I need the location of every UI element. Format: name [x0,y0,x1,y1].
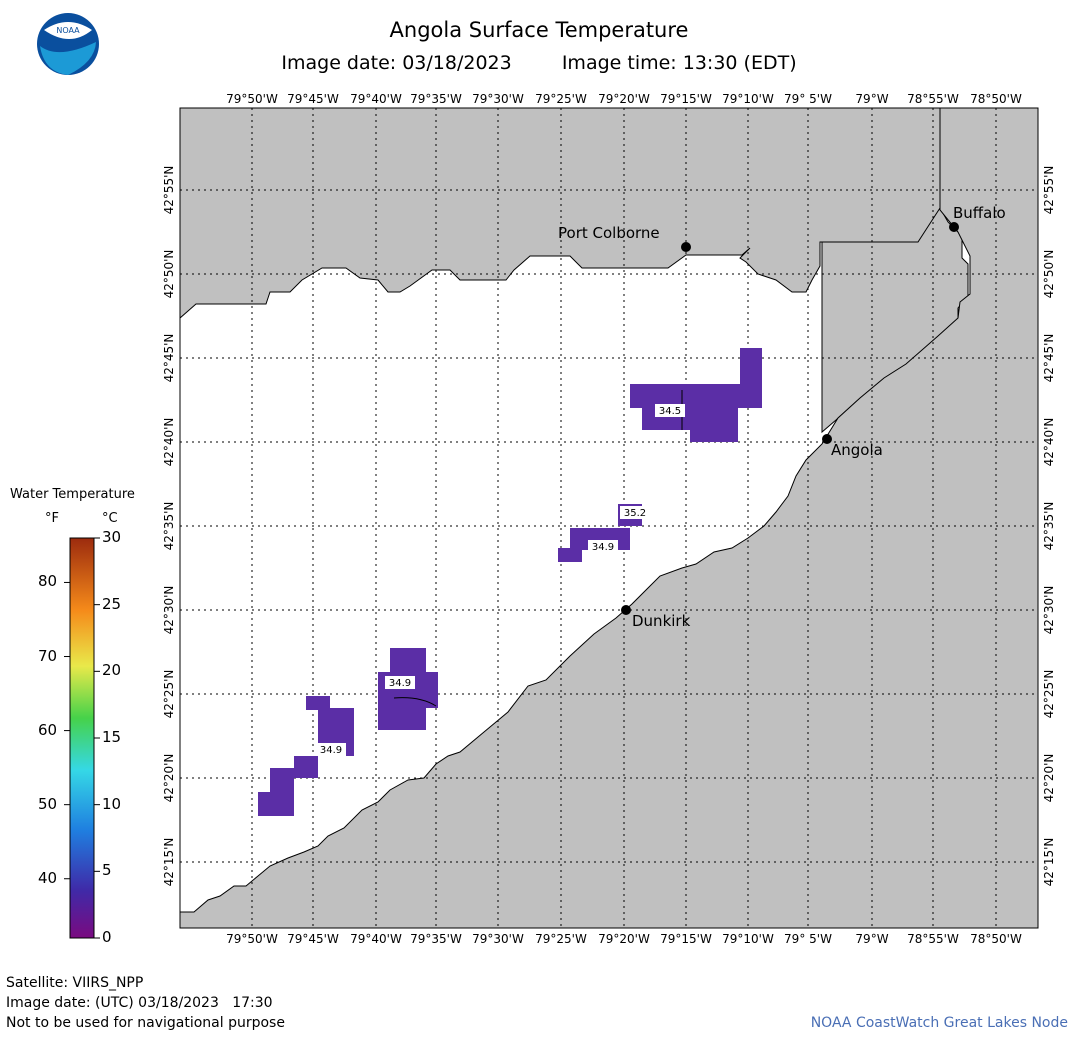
latitude-label: 42°15'N [1042,838,1056,887]
image-time: Image time: 13:30 (EDT) [561,52,797,74]
longitude-label: 79°15'W [660,92,712,106]
longitude-label: 79°30'W [472,92,524,106]
noaa-logo-text: NOAA [56,26,80,35]
celsius-tick-label: 10 [102,794,122,813]
temp-label: 34.9 [320,745,342,756]
longitude-label: 79°W [855,932,888,946]
longitude-label: 79° 5'W [784,932,832,946]
fahrenheit-tick-label: 70 [38,646,58,665]
longitude-label: 79°50'W [226,92,278,106]
longitude-label: 78°55'W [907,92,959,106]
longitude-label: 79°15'W [660,932,712,946]
longitude-label: 79°45'W [287,92,339,106]
latitude-label: 42°35'N [162,502,176,551]
place-label: Dunkirk [632,612,691,630]
buffalo-marker-icon [949,222,959,232]
latitude-label: 42°20'N [1042,754,1056,803]
latitude-label: 42°55'N [162,166,176,215]
longitude-label: 79°35'W [410,932,462,946]
longitude-label: 79°10'W [722,92,774,106]
southern-shore-land [179,107,1039,929]
celsius-tick-label: 20 [102,661,122,680]
latitude-label: 42°40'N [162,418,176,467]
temp-label: 34.5 [659,406,681,417]
longitude-label: 79°40'W [350,932,402,946]
longitude-label: 79° 5'W [784,92,832,106]
map-frame [179,107,1039,929]
longitude-label: 79°35'W [410,92,462,106]
noaa-logo-icon: NOAA [37,13,99,75]
temp-label: 34.9 [592,542,614,553]
longitude-label: 79°25'W [535,932,587,946]
latitude-label: 42°45'N [162,334,176,383]
latitude-label: 42°30'N [1042,586,1056,635]
fahrenheit-tick-label: 50 [38,794,58,813]
longitude-label: 79°45'W [287,932,339,946]
latitude-label: 42°15'N [162,838,176,887]
latitude-label: 42°50'N [1042,250,1056,299]
temperature-colorbar [69,537,95,939]
latitude-labels-left: 42°55'N 42°50'N 42°45'N 42°40'N 42°35'N 42°30… [162,166,176,887]
page-title: Angola Surface Temperature [389,18,689,42]
latitude-label: 42°50'N [162,250,176,299]
dunkirk-marker-icon [621,605,631,615]
longitude-label: 79°25'W [535,92,587,106]
longitude-label: 78°50'W [970,92,1022,106]
unit-celsius: °C [102,511,118,526]
legend-title: Water Temperature [10,487,135,502]
place-label: Angola [831,441,883,459]
longitude-label: 79°20'W [598,932,650,946]
latitude-label: 42°25'N [162,670,176,719]
fahrenheit-tick-label: 80 [38,572,58,591]
longitude-label: 79°10'W [722,932,774,946]
utc-date: Image date: (UTC) 03/18/2023 17:30 [6,995,273,1011]
longitude-label: 79°50'W [226,932,278,946]
celsius-tick-label: 25 [102,594,122,613]
credit: NOAA CoastWatch Great Lakes Node [810,1015,1068,1031]
fahrenheit-tick-label: 40 [38,868,58,887]
longitude-label: 79°30'W [472,932,524,946]
celsius-tick-label: 5 [102,861,112,880]
longitude-label: 78°50'W [970,932,1022,946]
celsius-tick-label: 30 [102,528,122,546]
place-label: Port Colborne [558,224,660,242]
longitude-label: 79°W [855,92,888,106]
temp-label: 35.2 [624,508,646,519]
latitude-label: 42°25'N [1042,670,1056,719]
unit-fahrenheit: °F [45,511,59,526]
place-label: Buffalo [953,204,1006,222]
satellite-info: Satellite: VIIRS_NPP [6,975,144,991]
place-markers: Buffalo Port Colborne Angola Dunkirk [558,204,1006,630]
longitude-labels-bottom: 79°50'W 79°45'W 79°40'W 79°35'W 79°30'W 79°25… [226,932,1022,946]
latitude-label: 42°40'N [1042,418,1056,467]
latitude-label: 42°35'N [1042,502,1056,551]
latitude-label: 42°20'N [162,754,176,803]
longitude-label: 79°40'W [350,92,402,106]
latitude-label: 42°30'N [162,586,176,635]
angola-marker-icon [822,434,832,444]
port-colborne-marker-icon [681,242,691,252]
celsius-tick-label: 15 [102,728,122,746]
disclaimer: Not to be used for navigational purpose [6,1015,285,1031]
image-date: Image date: 03/18/2023 [281,52,512,74]
celsius-tick-label: 0 [102,928,112,946]
longitude-labels-top: 79°50'W 79°45'W 79°40'W 79°35'W 79°30'W 79°25… [226,92,1022,106]
fahrenheit-tick-label: 60 [38,720,58,739]
temperature-labels: 34.5 35.2 34.9 34.9 34.9 [316,404,685,756]
latitude-label: 42°55'N [1042,166,1056,215]
temp-label: 34.9 [389,678,411,689]
longitude-label: 78°55'W [907,932,959,946]
latitude-label: 42°45'N [1042,334,1056,383]
latitude-labels-right: 42°55'N 42°50'N 42°45'N 42°40'N 42°35'N 42°30… [1042,166,1056,887]
longitude-label: 79°20'W [598,92,650,106]
image-datetime: Image date: 03/18/2023 Image time: 13:30… [0,52,1078,74]
